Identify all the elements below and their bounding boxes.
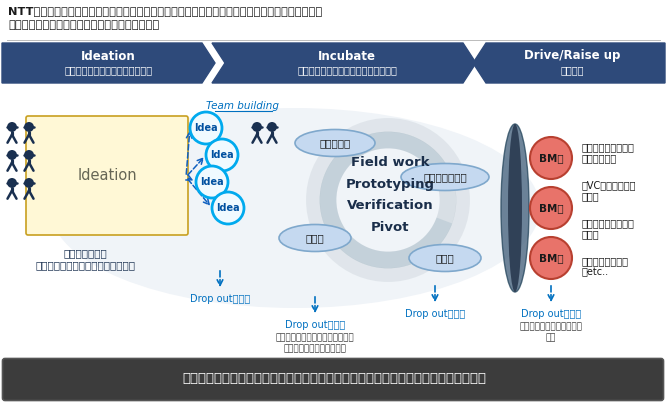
Circle shape — [24, 178, 34, 188]
Text: （出口）: （出口） — [560, 65, 584, 75]
Text: 技術者: 技術者 — [436, 253, 454, 263]
Text: 脱落: 脱落 — [546, 333, 556, 342]
Circle shape — [212, 192, 244, 224]
Text: 発想に制限なく: 発想に制限なく — [63, 248, 107, 258]
Text: NTTデータ経営研究所では、社内のイノベータ人材による内発的な事業創出を促進するための仕組: NTTデータ経営研究所では、社内のイノベータ人材による内発的な事業創出を促進する… — [8, 6, 322, 16]
Text: Ideation: Ideation — [81, 49, 136, 62]
Circle shape — [196, 166, 228, 198]
Text: Drive/Raise up: Drive/Raise up — [524, 49, 620, 62]
Text: 辺り着かないチームは脱落: 辺り着かないチームは脱落 — [283, 344, 346, 353]
Ellipse shape — [508, 124, 522, 292]
Text: Idea: Idea — [200, 177, 224, 187]
Circle shape — [206, 139, 238, 171]
Ellipse shape — [501, 124, 529, 292]
Text: アイデアからビジネスモデルまで: アイデアからビジネスモデルまで — [275, 333, 354, 342]
Text: 有識者: 有識者 — [305, 233, 324, 243]
Text: 外部パートナー: 外部パートナー — [423, 172, 467, 182]
Text: ・VC等から出資を: ・VC等から出資を — [582, 180, 636, 190]
FancyBboxPatch shape — [3, 358, 664, 401]
Circle shape — [7, 122, 17, 132]
Ellipse shape — [401, 164, 489, 190]
Text: Idea: Idea — [216, 203, 240, 213]
Text: Drop out・・・: Drop out・・・ — [405, 309, 465, 319]
Text: （従来にない破壊的アイディア）: （従来にない破壊的アイディア） — [65, 65, 153, 75]
Circle shape — [252, 122, 262, 132]
Text: Idea: Idea — [210, 150, 234, 160]
Text: みの構築～その運営の実行までを行っています。: みの構築～その運営の実行までを行っています。 — [8, 20, 159, 30]
Text: 募る: 募る — [582, 191, 600, 201]
Text: BM実: BM実 — [539, 153, 564, 163]
Circle shape — [530, 137, 572, 179]
Ellipse shape — [50, 108, 540, 308]
FancyBboxPatch shape — [26, 116, 188, 235]
Text: 破壊的な事業アイディアを創出する: 破壊的な事業アイディアを創出する — [35, 260, 135, 270]
Ellipse shape — [295, 130, 375, 156]
Text: Field work
Prototyping
Verification
Pivot: Field work Prototyping Verification Pivo… — [346, 156, 434, 234]
Polygon shape — [212, 43, 476, 83]
Polygon shape — [473, 43, 665, 83]
Text: ・社内プロジェクト: ・社内プロジェクト — [582, 142, 635, 152]
Text: etc..: etc.. — [582, 267, 609, 277]
Circle shape — [530, 187, 572, 229]
Text: ・ベンチャー企業に: ・ベンチャー企業に — [582, 218, 635, 228]
Text: Ideation: Ideation — [77, 168, 137, 183]
Circle shape — [24, 122, 34, 132]
Text: （社内外を巻き込み、たたき上げる）: （社内外を巻き込み、たたき上げる） — [297, 65, 397, 75]
Ellipse shape — [279, 224, 351, 252]
Circle shape — [267, 122, 277, 132]
Text: Team building: Team building — [207, 101, 279, 111]
Text: 出向: 出向 — [582, 229, 600, 239]
Circle shape — [24, 150, 34, 160]
Text: BM実: BM実 — [539, 253, 564, 263]
Text: 事業性が期待できない案は: 事業性が期待できない案は — [520, 322, 582, 331]
Text: 「人」に着目し、チームと協偈しながら汗をかいて革新的ビジネスを作り上げていく: 「人」に着目し、チームと協偈しながら汗をかいて革新的ビジネスを作り上げていく — [182, 373, 486, 386]
Text: の立ち上げ: の立ち上げ — [582, 153, 617, 163]
Text: 想定ユーザ: 想定ユーザ — [319, 138, 351, 148]
Circle shape — [530, 237, 572, 279]
Text: BM実: BM実 — [539, 203, 564, 213]
Circle shape — [190, 112, 222, 144]
Text: Drop out・・・: Drop out・・・ — [190, 294, 250, 304]
Text: Idea: Idea — [194, 123, 218, 133]
Circle shape — [7, 150, 17, 160]
Circle shape — [7, 178, 17, 188]
Polygon shape — [2, 43, 215, 83]
Text: Drop out・・・: Drop out・・・ — [521, 309, 581, 319]
Text: ・ベンチャー起業: ・ベンチャー起業 — [582, 256, 629, 266]
Ellipse shape — [409, 245, 481, 271]
Text: Incubate: Incubate — [318, 49, 376, 62]
Text: Drop out・・・: Drop out・・・ — [285, 320, 345, 330]
